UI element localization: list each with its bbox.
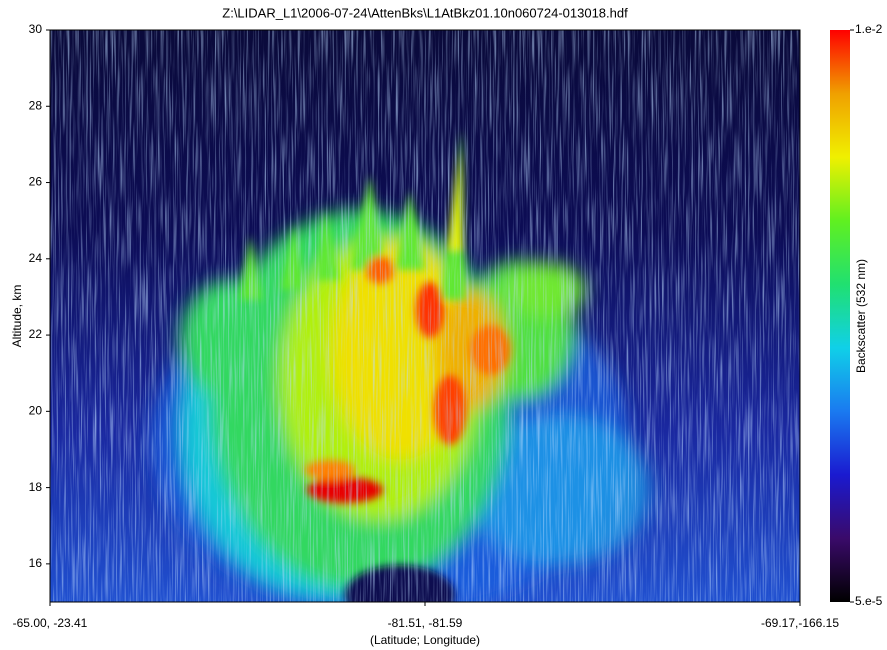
y-tick-label: 28 xyxy=(29,98,43,112)
y-tick-label: 22 xyxy=(29,327,43,341)
y-axis-label: Altitude, km xyxy=(10,285,24,348)
x-tick-label: -69.17,-166.15 xyxy=(761,616,839,630)
colorbar xyxy=(830,30,850,602)
y-tick-label: 26 xyxy=(29,175,43,189)
heatmap-image xyxy=(50,30,800,602)
colorbar-label: Backscatter (532 nm) xyxy=(854,259,868,373)
x-tick-label: -81.51, -81.59 xyxy=(388,616,463,630)
colorbar-tick-label: 1.e-2 xyxy=(855,22,883,36)
y-tick-label: 24 xyxy=(29,251,43,265)
colorbar-tick-label: 5.e-5 xyxy=(855,594,883,608)
y-tick-label: 16 xyxy=(29,556,43,570)
y-tick-label: 30 xyxy=(29,22,43,36)
x-tick-label: -65.00, -23.41 xyxy=(13,616,88,630)
x-axis-label: (Latitude; Longitude) xyxy=(370,633,480,647)
y-tick-label: 18 xyxy=(29,480,43,494)
chart-title: Z:\LIDAR_L1\2006-07-24\AttenBks\L1AtBkz0… xyxy=(222,5,628,20)
y-tick-label: 20 xyxy=(29,404,43,418)
